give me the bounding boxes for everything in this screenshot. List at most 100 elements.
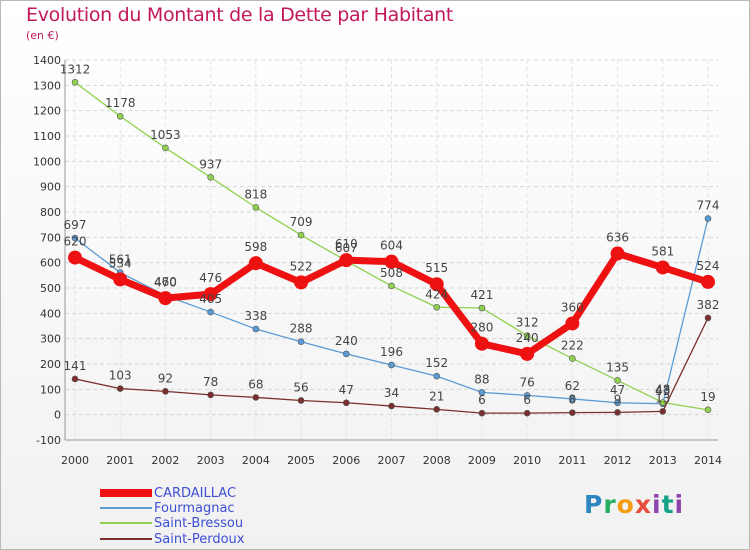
y-tick-label: 1200 xyxy=(33,105,61,118)
data-label: 607 xyxy=(335,241,358,255)
data-point xyxy=(162,144,169,152)
data-label: 103 xyxy=(109,369,132,383)
data-point xyxy=(478,389,486,396)
data-point xyxy=(388,282,395,290)
y-tick-label: 100 xyxy=(40,383,61,396)
data-label: 1178 xyxy=(105,96,136,110)
data-point xyxy=(71,78,79,86)
data-point xyxy=(523,409,531,417)
data-point xyxy=(610,246,625,261)
x-tick-label: 2006 xyxy=(332,454,360,467)
data-point xyxy=(71,375,79,383)
data-label: 636 xyxy=(606,231,629,245)
y-tick-label: 200 xyxy=(40,358,61,371)
data-label: 240 xyxy=(335,334,358,348)
y-tick-label: 700 xyxy=(40,231,61,244)
data-label: 6 xyxy=(478,393,486,407)
data-point xyxy=(297,231,305,239)
data-point xyxy=(207,308,214,316)
data-label: 135 xyxy=(606,360,629,374)
data-point xyxy=(569,355,576,362)
x-tick-label: 2007 xyxy=(378,454,406,467)
x-tick-label: 2001 xyxy=(106,454,134,467)
data-label: 288 xyxy=(290,322,313,336)
data-label: 522 xyxy=(290,259,313,273)
data-label: 508 xyxy=(380,266,403,280)
data-point xyxy=(478,409,486,417)
legend-label: CARDAILLAC xyxy=(154,485,237,501)
data-point xyxy=(523,392,531,399)
data-point xyxy=(339,253,354,268)
legend-label: Saint-Perdoux xyxy=(154,531,245,547)
data-point xyxy=(433,406,441,413)
data-point xyxy=(294,275,309,290)
legend-item: Fourmagnac xyxy=(100,500,235,516)
data-label: 818 xyxy=(244,187,267,201)
data-label: 476 xyxy=(199,271,222,285)
data-point xyxy=(252,204,260,211)
x-tick-label: 2010 xyxy=(513,454,541,467)
data-label: 421 xyxy=(470,288,493,302)
legend-swatch xyxy=(100,489,152,497)
data-point xyxy=(655,260,670,275)
data-point xyxy=(162,388,169,395)
legend-swatch xyxy=(100,538,152,540)
data-label: 152 xyxy=(425,356,448,370)
data-point xyxy=(429,277,444,292)
y-tick-label: 500 xyxy=(40,282,61,295)
data-point xyxy=(71,234,79,242)
y-tick-label: 800 xyxy=(40,206,61,219)
data-point xyxy=(203,287,218,302)
data-point xyxy=(614,409,621,416)
x-tick-label: 2013 xyxy=(649,454,677,467)
data-label: 1053 xyxy=(150,128,181,142)
y-tick-label: 1100 xyxy=(33,130,61,143)
data-label: 460 xyxy=(154,275,177,289)
data-point xyxy=(523,332,531,339)
x-tick-label: 2004 xyxy=(242,454,270,467)
data-label: 92 xyxy=(158,371,173,385)
legend-swatch xyxy=(100,507,152,509)
data-point xyxy=(433,372,441,380)
data-point xyxy=(614,377,621,384)
data-point xyxy=(433,303,441,311)
data-label: 697 xyxy=(64,218,87,232)
data-label: 534 xyxy=(109,256,132,270)
data-label: 56 xyxy=(293,380,308,394)
x-tick-label: 2005 xyxy=(287,454,315,467)
data-label: 222 xyxy=(561,338,584,352)
data-label: 561 xyxy=(109,253,132,267)
data-label: 774 xyxy=(697,199,720,213)
legend-item: Saint-Perdoux xyxy=(100,531,245,547)
data-point xyxy=(384,254,399,269)
data-label: 424 xyxy=(425,287,448,301)
data-label: 360 xyxy=(561,300,584,314)
data-label: 62 xyxy=(565,379,580,393)
data-label: 8 xyxy=(569,393,577,407)
data-label: 68 xyxy=(248,377,263,391)
legend-item: Saint-Bressou xyxy=(100,515,243,531)
data-label: 312 xyxy=(516,316,539,330)
data-label: 280 xyxy=(470,321,493,335)
data-point xyxy=(388,361,395,369)
data-point xyxy=(252,325,260,333)
data-point xyxy=(565,316,580,331)
data-label: 19 xyxy=(700,390,715,404)
data-label: 515 xyxy=(425,261,448,275)
y-tick-label: 400 xyxy=(40,307,61,320)
data-label: 141 xyxy=(64,359,87,373)
data-point xyxy=(659,408,667,415)
data-label: 78 xyxy=(203,375,218,389)
data-point xyxy=(614,399,621,407)
legend-item: CARDAILLAC xyxy=(100,485,236,501)
data-label: 610 xyxy=(335,237,358,251)
data-point xyxy=(113,272,128,287)
data-label: 405 xyxy=(199,292,222,306)
data-label: 196 xyxy=(380,345,403,359)
y-tick-label: 1300 xyxy=(33,79,61,92)
data-label: 709 xyxy=(290,215,313,229)
data-point xyxy=(158,291,173,306)
data-label: 338 xyxy=(244,309,267,323)
x-tick-label: 2008 xyxy=(423,454,451,467)
